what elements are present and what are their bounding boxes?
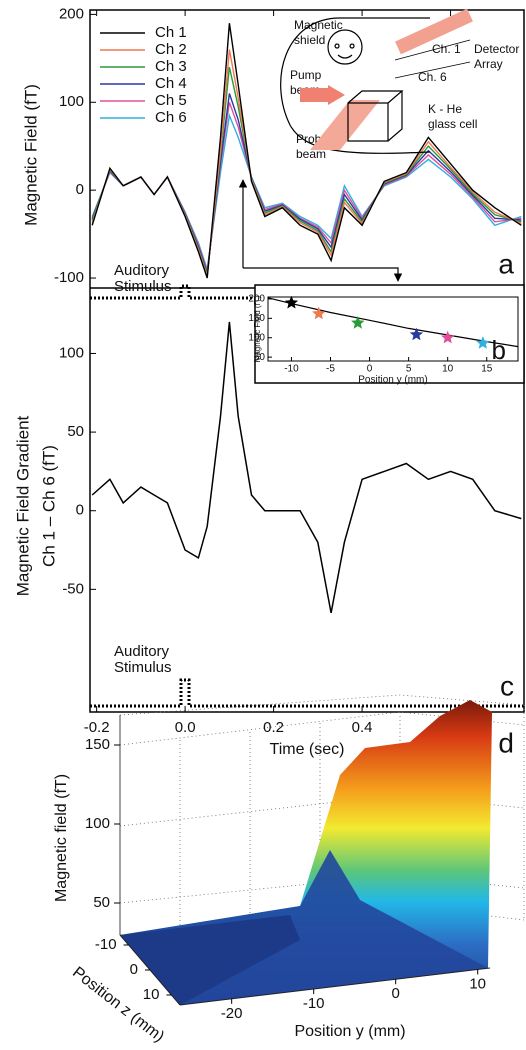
x-tick-label: 10 <box>442 364 454 375</box>
y-tick-label: 10 <box>143 986 160 1003</box>
x-tick-label: 15 <box>481 364 493 375</box>
fit-line <box>267 297 519 348</box>
y-tick-label: 100 <box>59 93 84 110</box>
schematic-label: Ch. 1 <box>432 42 461 56</box>
x-tick-label: 0 <box>392 985 400 1002</box>
point <box>441 330 455 344</box>
legend-label: Ch 1 <box>155 24 187 41</box>
y-axis-label: Position z (mm) <box>69 964 167 1046</box>
legend-label: Ch 5 <box>155 92 187 109</box>
legend-label: Ch 3 <box>155 58 187 75</box>
schematic-label: Detector <box>474 42 519 56</box>
point <box>351 316 365 329</box>
schematic-label: glass cell <box>428 117 477 131</box>
y-tick-label: 200 <box>248 294 265 305</box>
annotation: Stimulus <box>114 659 172 676</box>
x-axis-label: Time (sec) <box>270 741 345 758</box>
annotation: Auditory <box>114 262 170 279</box>
point <box>284 295 299 309</box>
panel-label: c <box>500 670 514 701</box>
panel-b: 50 100 150 200 -10 -5 0 5 10 15 Position y (mm) Mag… <box>248 294 519 386</box>
stimulus-trace <box>90 284 255 300</box>
y-tick-label: -100 <box>54 269 84 286</box>
arrow <box>243 267 403 282</box>
point <box>476 336 490 349</box>
x-tick-label: -0.2 <box>84 719 110 736</box>
z-tick-label: 150 <box>85 736 110 753</box>
x-axis-label: Position y (mm) <box>294 1023 405 1040</box>
inset-b <box>254 284 525 384</box>
y-axis-label: Ch 1 – Ch 6 (fT) <box>39 445 58 567</box>
y-tick-label: -50 <box>62 580 84 597</box>
y-tick-label: 100 <box>248 332 265 343</box>
legend-label: Ch 4 <box>155 75 187 92</box>
x-tick-label: -5 <box>326 364 335 375</box>
x-axis-label: Position y (mm) <box>358 375 427 386</box>
x-tick-label: -20 <box>221 1005 243 1022</box>
y-axis-label: Magnetic Field Gradient <box>13 415 32 596</box>
annotation: Stimulus <box>114 278 172 295</box>
panel-a: -100 0 100 200 Ch 1Ch 2Ch 3Ch 4Ch 5Ch 6 Magne… <box>21 5 522 295</box>
schematic-label: Magnetic <box>294 18 343 32</box>
schematic-label: shield <box>294 33 325 47</box>
y-tick-label: 200 <box>59 5 84 22</box>
panel-d-box <box>119 694 525 1006</box>
y-tick-label: -10 <box>95 936 117 953</box>
x-tick-label: 0 <box>367 364 373 375</box>
legend-label: Ch 6 <box>155 109 187 126</box>
schematic <box>280 8 473 154</box>
legend-label: Ch 2 <box>155 41 187 58</box>
panel-label: a <box>498 248 514 279</box>
x-tick-label: 5 <box>406 364 412 375</box>
x-tick-label: 0.2 <box>263 719 284 736</box>
schematic-label: beam <box>296 147 326 161</box>
schematic-label: Pump <box>290 68 322 82</box>
series-line <box>91 321 522 614</box>
y-tick-label: 0 <box>130 961 138 978</box>
z-tick-label: 100 <box>85 815 110 832</box>
stimulus-trace <box>90 678 524 708</box>
point <box>312 306 326 320</box>
y-tick-label: 50 <box>67 423 84 440</box>
x-tick-label: -10 <box>303 995 325 1012</box>
x-tick-label: 0.0 <box>175 719 196 736</box>
schematic-label: K - He <box>428 102 462 116</box>
y-tick-label: 150 <box>248 313 265 324</box>
x-tick-label: 0.4 <box>352 719 373 736</box>
z-axis-label: Magnetic field (fT) <box>53 774 70 902</box>
y-tick-label: 100 <box>59 344 84 361</box>
y-tick-label: 50 <box>254 352 266 363</box>
annotation: Auditory <box>114 643 170 660</box>
y-axis-label: Magnetic Field (fT) <box>21 84 40 226</box>
x-tick-label: 10 <box>469 975 486 992</box>
point <box>409 327 424 341</box>
schematic-label: Ch. 6 <box>418 70 447 84</box>
series-line <box>91 23 522 279</box>
z-tick-label: 50 <box>93 894 110 911</box>
y-tick-label: 0 <box>76 181 84 198</box>
schematic-label: Array <box>474 57 503 71</box>
x-tick-label: -10 <box>284 364 299 375</box>
y-tick-label: 0 <box>76 502 84 519</box>
y-axis-label: Magnetic Field (fT) <box>253 295 262 362</box>
panel-label: b <box>492 335 506 365</box>
panel-label: d <box>498 727 514 758</box>
plot-frame <box>267 296 519 362</box>
